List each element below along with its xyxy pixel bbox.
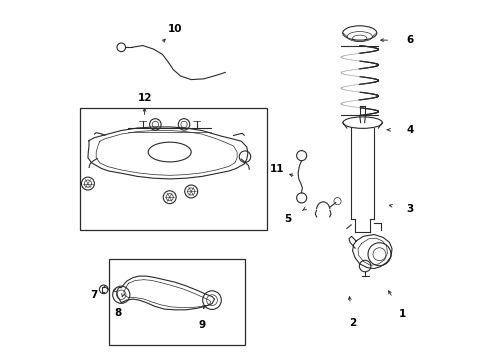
Text: 7: 7 [91, 290, 98, 300]
Text: 9: 9 [198, 320, 205, 330]
Text: 8: 8 [114, 308, 122, 318]
Text: 4: 4 [406, 125, 414, 135]
Text: 5: 5 [284, 215, 292, 224]
Text: 2: 2 [349, 319, 356, 328]
Text: 6: 6 [406, 35, 414, 45]
Text: 12: 12 [137, 93, 152, 103]
Bar [80, 108, 267, 230]
Text: 11: 11 [270, 164, 285, 174]
Text: 10: 10 [168, 24, 182, 35]
Bar [109, 259, 245, 345]
Text: 3: 3 [406, 204, 414, 214]
Text: 1: 1 [399, 310, 406, 319]
